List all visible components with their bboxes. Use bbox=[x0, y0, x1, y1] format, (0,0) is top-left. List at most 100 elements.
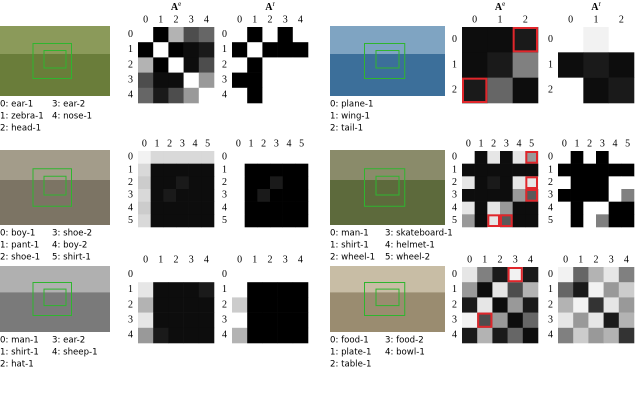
col-tick-label: 0 bbox=[568, 14, 573, 25]
matrix-superscript: e bbox=[502, 0, 505, 8]
matrix-cell bbox=[522, 312, 539, 329]
matrix-title: Ar bbox=[591, 0, 601, 13]
object-label: 2: wheel-1 bbox=[330, 253, 375, 263]
matrix-cell bbox=[198, 312, 215, 329]
photo bbox=[330, 266, 445, 332]
matrix-cell bbox=[596, 189, 609, 202]
highlight-box bbox=[507, 267, 523, 283]
matrix-symbol: A bbox=[495, 2, 503, 13]
matrix-cell bbox=[270, 214, 283, 228]
row-tick-label: 2 bbox=[452, 85, 457, 96]
matrix-cell bbox=[257, 151, 271, 164]
matrix-cell bbox=[150, 189, 164, 202]
matrix-cell bbox=[292, 87, 309, 104]
matrix-cell bbox=[570, 201, 584, 215]
matrix-cell bbox=[163, 176, 177, 190]
col-tick-label: 4 bbox=[298, 14, 303, 25]
object-box bbox=[43, 288, 67, 307]
matrix-cell bbox=[277, 297, 294, 313]
row-tick-label: 0 bbox=[222, 29, 227, 40]
matrix-cell bbox=[277, 72, 294, 89]
matrix-cell bbox=[512, 214, 526, 228]
matrix-cell bbox=[232, 189, 245, 202]
matrix-cell bbox=[257, 189, 271, 202]
matrix-cell bbox=[188, 151, 202, 164]
col-tick-label: 5 bbox=[299, 138, 304, 149]
col-tick-label: 1 bbox=[479, 138, 484, 149]
row-tick-label: 4 bbox=[128, 330, 133, 341]
matrix-cell bbox=[558, 214, 571, 228]
col-tick-label: 2 bbox=[523, 14, 528, 25]
matrix-cell bbox=[168, 282, 184, 298]
row-tick-label: 2 bbox=[452, 177, 457, 188]
matrix-cell bbox=[588, 297, 604, 313]
matrix-cell bbox=[492, 312, 508, 329]
col-tick-label: 2 bbox=[619, 14, 624, 25]
matrix-cell bbox=[583, 52, 609, 78]
matrix-cell bbox=[292, 42, 309, 58]
matrix-cell bbox=[163, 214, 177, 228]
matrix-cell bbox=[138, 176, 151, 190]
matrix-cell bbox=[292, 72, 309, 89]
matrix-cell bbox=[525, 163, 539, 177]
matrix-cell bbox=[232, 312, 248, 329]
matrix-cell bbox=[295, 189, 309, 202]
matrix-cell bbox=[487, 201, 501, 215]
row-tick-label: 2 bbox=[548, 85, 553, 96]
col-tick-label: 3 bbox=[283, 14, 288, 25]
matrix-cell bbox=[277, 87, 294, 104]
row-tick-label: 1 bbox=[452, 284, 457, 295]
col-tick-label: 2 bbox=[268, 254, 273, 265]
row-tick-label: 4 bbox=[222, 202, 227, 213]
matrix-cell bbox=[262, 72, 278, 89]
object-label: 0: boy-1 bbox=[0, 229, 35, 239]
photo bbox=[0, 150, 110, 225]
matrix-cell bbox=[558, 312, 574, 329]
object-label: 0: food-1 bbox=[330, 336, 369, 346]
matrix-cell bbox=[492, 327, 508, 344]
matrix-cell bbox=[583, 214, 597, 228]
col-tick-label: 2 bbox=[498, 254, 503, 265]
matrix-cell bbox=[198, 27, 215, 43]
col-tick-label: 3 bbox=[600, 138, 605, 149]
matrix-cell bbox=[201, 189, 215, 202]
photo bbox=[0, 26, 110, 96]
matrix-cell bbox=[232, 201, 245, 215]
matrix-cell bbox=[257, 214, 271, 228]
matrix-cell bbox=[525, 151, 539, 164]
matrix-cell bbox=[168, 327, 184, 344]
matrix-cell bbox=[138, 57, 154, 73]
matrix-cell bbox=[176, 163, 189, 177]
row-tick-label: 3 bbox=[548, 314, 553, 325]
matrix-cell bbox=[247, 87, 263, 104]
row-tick-label: 2 bbox=[128, 59, 133, 70]
highlight-box bbox=[462, 77, 488, 103]
matrix-cell bbox=[138, 189, 151, 202]
matrix-cell bbox=[474, 201, 488, 215]
matrix-cell bbox=[603, 312, 620, 329]
matrix-cell bbox=[492, 267, 508, 283]
matrix-cell bbox=[621, 176, 635, 190]
matrix-cell bbox=[277, 57, 294, 73]
matrix-cell bbox=[163, 151, 177, 164]
matrix-cell bbox=[138, 72, 154, 89]
object-label: 2: shoe-1 bbox=[0, 253, 40, 263]
object-label: 5: shirt-1 bbox=[52, 253, 91, 263]
matrix-cell bbox=[512, 27, 539, 53]
col-tick-label: 4 bbox=[613, 138, 618, 149]
matrix-cell bbox=[188, 163, 202, 177]
matrix-cell bbox=[247, 267, 263, 283]
matrix-cell bbox=[512, 151, 526, 164]
matrix-cell bbox=[621, 201, 635, 215]
matrix-cell bbox=[570, 151, 584, 164]
matrix-cell bbox=[244, 201, 258, 215]
col-tick-label: 1 bbox=[578, 254, 583, 265]
matrix-cell bbox=[618, 282, 635, 298]
row-tick-label: 3 bbox=[222, 314, 227, 325]
matrix-cell bbox=[558, 327, 574, 344]
row-tick-label: 4 bbox=[452, 202, 457, 213]
matrix-cell bbox=[198, 297, 215, 313]
matrix-cell bbox=[163, 189, 177, 202]
matrix-cell bbox=[570, 163, 584, 177]
